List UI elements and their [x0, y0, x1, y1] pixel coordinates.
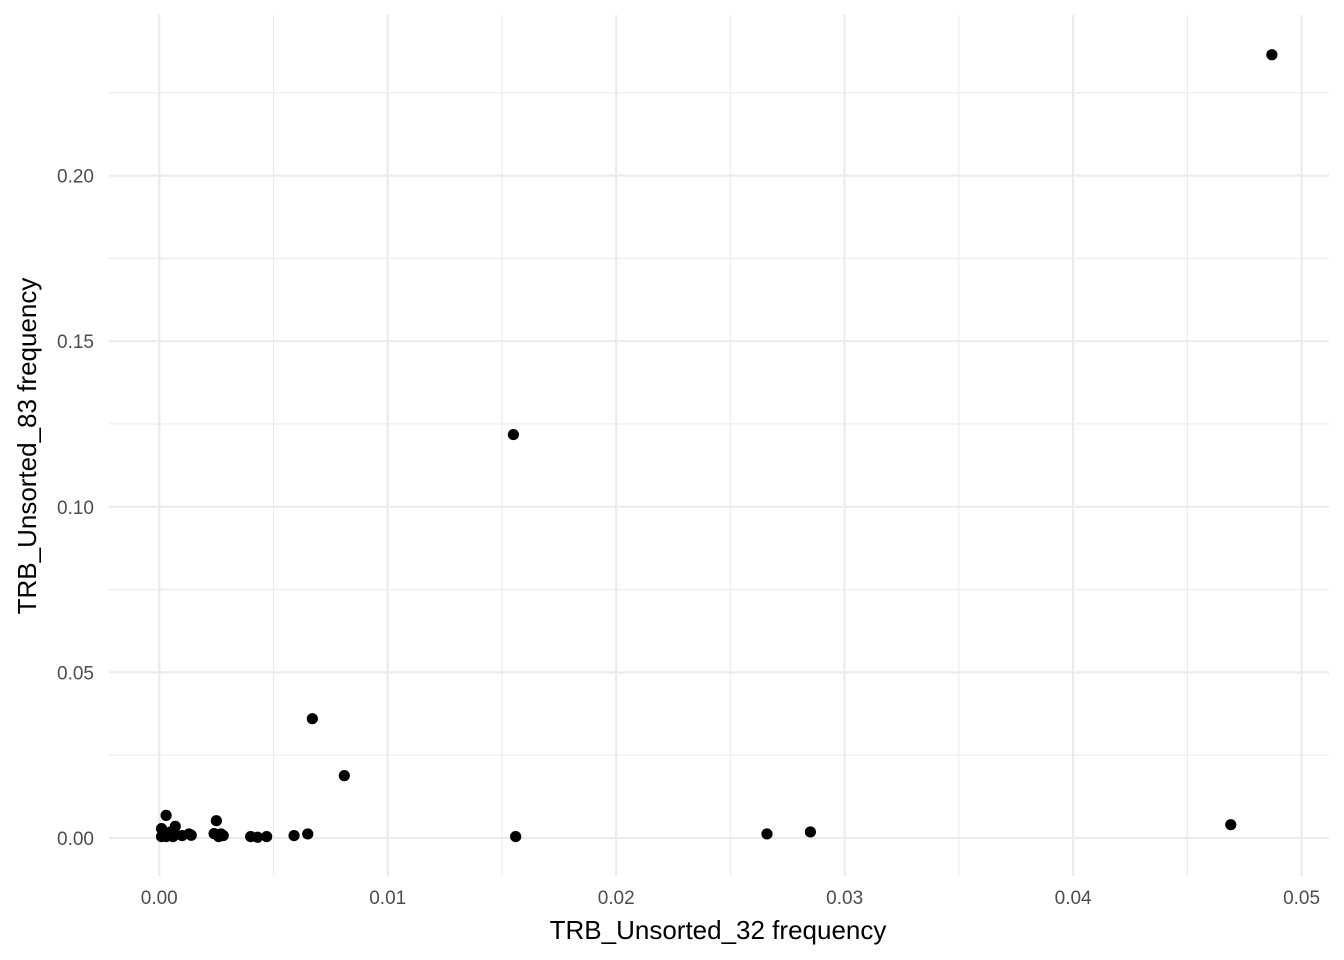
data-point	[160, 809, 172, 821]
data-point	[302, 828, 314, 840]
y-tick-label: 0.00	[57, 829, 94, 850]
x-tick-label: 0.04	[1055, 888, 1092, 909]
data-point	[155, 823, 168, 835]
data-point	[245, 830, 257, 843]
data-point	[338, 770, 350, 782]
x-tick-label: 0.05	[1283, 888, 1320, 909]
y-tick-label: 0.05	[57, 663, 94, 684]
x-axis-tick-labels: 0.00 0.01 0.02 0.03 0.04 0.05	[141, 888, 1320, 909]
data-point	[804, 826, 816, 838]
y-tick-label: 0.15	[57, 332, 94, 353]
data-point	[507, 428, 519, 441]
data-point	[761, 828, 773, 840]
x-tick-label: 0.02	[598, 888, 635, 909]
data-point	[261, 830, 273, 843]
y-axis-tick-labels: 0.00 0.05 0.10 0.15 0.20	[57, 167, 94, 850]
y-axis-title: TRB_Unsorted_83 frequency	[12, 278, 42, 615]
data-point	[155, 830, 168, 843]
major-gridlines	[109, 15, 1329, 876]
data-point	[306, 713, 318, 725]
data-point	[510, 830, 522, 843]
data-point	[208, 828, 220, 840]
x-tick-label: 0.00	[141, 888, 178, 909]
data-point	[1225, 819, 1237, 831]
x-tick-label: 0.03	[826, 888, 863, 909]
x-tick-label: 0.01	[369, 888, 406, 909]
y-tick-label: 0.10	[57, 498, 94, 519]
data-point	[1266, 49, 1278, 61]
minor-gridlines	[109, 15, 1329, 876]
data-point	[210, 815, 222, 827]
data-point	[288, 829, 300, 842]
data-points	[155, 49, 1278, 843]
x-axis-title: TRB_Unsorted_32 frequency	[550, 915, 887, 945]
y-tick-label: 0.20	[57, 167, 94, 188]
